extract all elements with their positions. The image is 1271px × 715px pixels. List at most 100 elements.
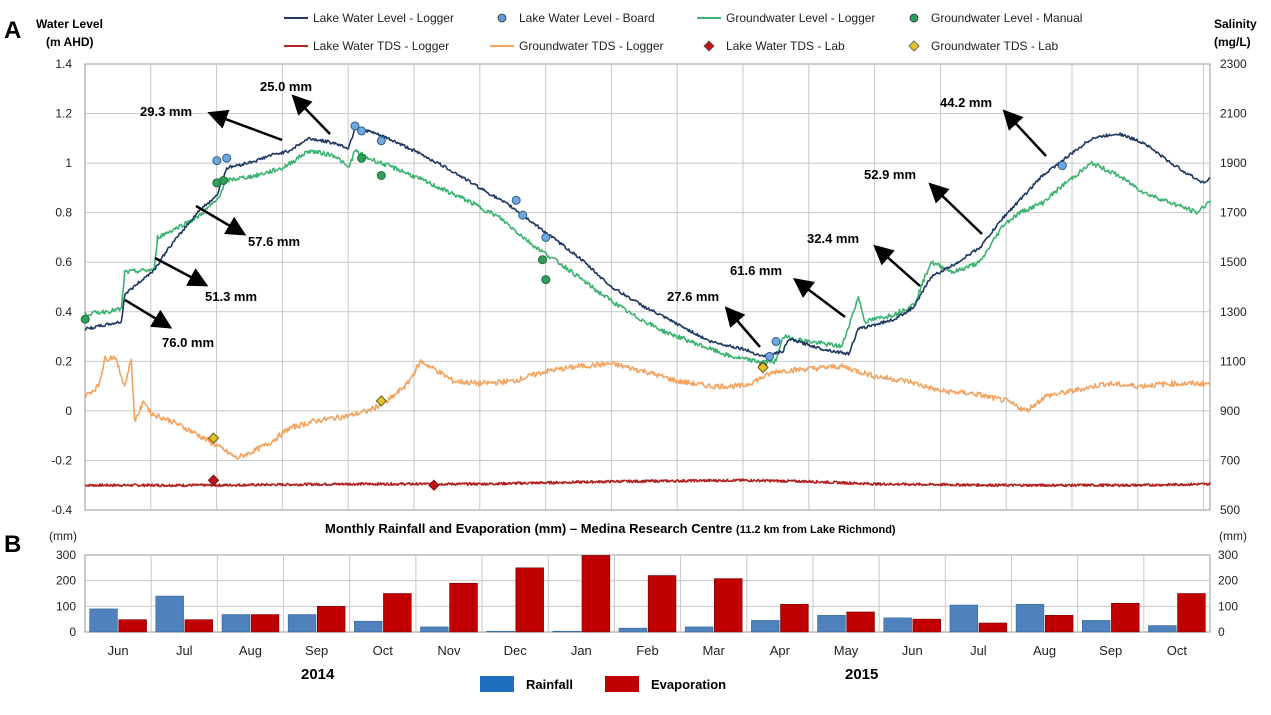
panel-label-b: B: [4, 531, 21, 558]
legend-swatch: [908, 40, 920, 52]
month-label: Aug: [239, 643, 262, 658]
series-line-groundwater-level-logger: [84, 148, 1212, 365]
groundwater-tds-lab-point: [375, 395, 388, 407]
month-label: Oct: [1167, 643, 1188, 658]
legend-label: Evaporation: [651, 677, 726, 692]
month-label: Jun: [108, 643, 129, 658]
chart-b-left-unit: (mm): [49, 529, 77, 543]
lake-board-point: [1057, 161, 1067, 171]
legend-swatch: [605, 676, 639, 692]
rainfall-bar: [618, 627, 648, 633]
annotation-label-32: 32.4 mm: [807, 231, 859, 246]
evaporation-bar: [250, 614, 280, 633]
month-label: Sep: [305, 643, 328, 658]
year-label-2015: 2015: [845, 666, 878, 683]
legend-label: Lake Water TDS - Logger: [313, 39, 449, 53]
legend-label: Groundwater TDS - Logger: [519, 39, 664, 53]
right-axis-tick-label: 1500: [1220, 255, 1247, 269]
evaporation-bar: [1111, 602, 1140, 633]
left-axis-tick-label: -0.2: [51, 453, 72, 467]
month-label: Apr: [770, 643, 791, 658]
right-axis-tick-label: 1700: [1220, 206, 1247, 220]
water-level-axis-title-line1: Water Level: [36, 17, 103, 31]
lake-board-point: [212, 156, 222, 166]
chart-a-ticks: 1.4 1.2 1 0.8 0.6 0.4 0.2 0 -0.2 -0.4 2300 2100 1900…: [51, 57, 1247, 517]
lake-board-point: [511, 195, 521, 205]
annotation-label-27: 27.6 mm: [667, 289, 719, 304]
chart-b-bars: [89, 555, 1206, 633]
groundwater-manual-point: [357, 153, 367, 163]
lake-board-point: [357, 126, 367, 136]
chart-b-month-labels: Jun Jul Aug Sep Oct Nov Dec Jan Feb Mar Apr May Jun J…: [108, 643, 1188, 658]
legend-label: Lake Water TDS - Lab: [726, 39, 845, 53]
legend-swatch: [909, 13, 919, 23]
legend-label: Groundwater Level - Manual: [931, 11, 1082, 25]
legend-swatch: [703, 40, 715, 52]
chart-b-title: Monthly Rainfall and Evaporation (mm) – …: [325, 521, 896, 536]
lake-board-point: [518, 210, 528, 220]
series-line-lake-water-level-logger: [84, 128, 1211, 358]
legend-label: Lake Water Level - Board: [519, 11, 655, 25]
right-axis-tick-label: 2300: [1220, 57, 1247, 71]
left-axis-tick-label: 0.2: [55, 354, 72, 368]
groundwater-manual-point: [80, 314, 90, 324]
right-axis-tick-label: 1900: [1220, 156, 1247, 170]
chart-b-legend: Rainfall Evaporation: [480, 676, 726, 692]
chart-a-plot-area: [84, 63, 1211, 511]
evaporation-bar: [515, 567, 544, 633]
lake-tds-lab-point: [428, 479, 440, 491]
right-axis-tick-label: 1100: [1220, 354, 1246, 368]
groundwater-manual-point: [218, 175, 228, 185]
left-axis-tick-label: 0.6: [55, 255, 72, 269]
annotation-label-29: 29.3 mm: [140, 104, 192, 119]
left-axis-tick-label: 1.4: [55, 57, 72, 71]
month-label: May: [834, 643, 859, 658]
evaporation-bar: [449, 582, 478, 633]
rainfall-bar: [486, 630, 515, 633]
legend-label: Groundwater Level - Logger: [726, 11, 875, 25]
rainfall-bar: [817, 615, 846, 633]
evaporation-bar: [912, 618, 941, 633]
lake-board-point: [350, 121, 360, 131]
chart-a-legend: Lake Water Level - Logger Lake Water Leve…: [284, 11, 1082, 53]
rainfall-bar: [354, 620, 383, 633]
bar-left-tick-label: 300: [56, 548, 76, 562]
bar-right-tick-label: 0: [1218, 625, 1225, 639]
groundwater-manual-point: [538, 255, 548, 265]
series-line-lake-water-tds-logger: [85, 478, 1212, 488]
left-axis-tick-label: 1: [65, 156, 72, 170]
chart-b-right-unit: (mm): [1219, 529, 1247, 543]
rainfall-bar: [751, 620, 780, 633]
annotation-arrow-57: [195, 204, 247, 236]
salinity-axis-title-line1: Salinity: [1214, 17, 1257, 31]
annotation-label-61: 61.6 mm: [730, 263, 782, 278]
rainfall-bar: [287, 614, 317, 633]
lake-board-point: [765, 351, 775, 361]
annotation-label-52: 52.9 mm: [864, 167, 916, 182]
left-axis-tick-label: 0.8: [55, 206, 72, 220]
evaporation-bar: [714, 578, 743, 633]
right-axis-tick-label: 900: [1220, 404, 1240, 418]
groundwater-manual-point: [541, 275, 551, 285]
annotation-arrow-51: [154, 256, 209, 287]
legend-label: Lake Water Level - Logger: [313, 11, 454, 25]
bar-right-tick-label: 100: [1218, 599, 1238, 613]
annotation-arrow-61: [793, 278, 846, 318]
evaporation-bar: [184, 619, 214, 633]
evaporation-bar: [978, 622, 1008, 633]
rainfall-bar: [155, 595, 184, 633]
month-label: Oct: [373, 643, 394, 658]
annotation-arrow-25: [291, 94, 331, 135]
legend-label: Rainfall: [526, 677, 573, 692]
right-axis-tick-label: 500: [1220, 503, 1240, 517]
evaporation-bar: [316, 606, 346, 633]
rainfall-bar: [221, 614, 251, 633]
annotation-arrow-52: [928, 182, 983, 235]
rainfall-bar: [1148, 625, 1177, 633]
evaporation-bar: [1177, 593, 1206, 633]
month-label: Dec: [504, 643, 528, 658]
bar-right-tick-label: 300: [1218, 548, 1238, 562]
month-label: Jun: [902, 643, 923, 658]
month-label: Sep: [1099, 643, 1122, 658]
